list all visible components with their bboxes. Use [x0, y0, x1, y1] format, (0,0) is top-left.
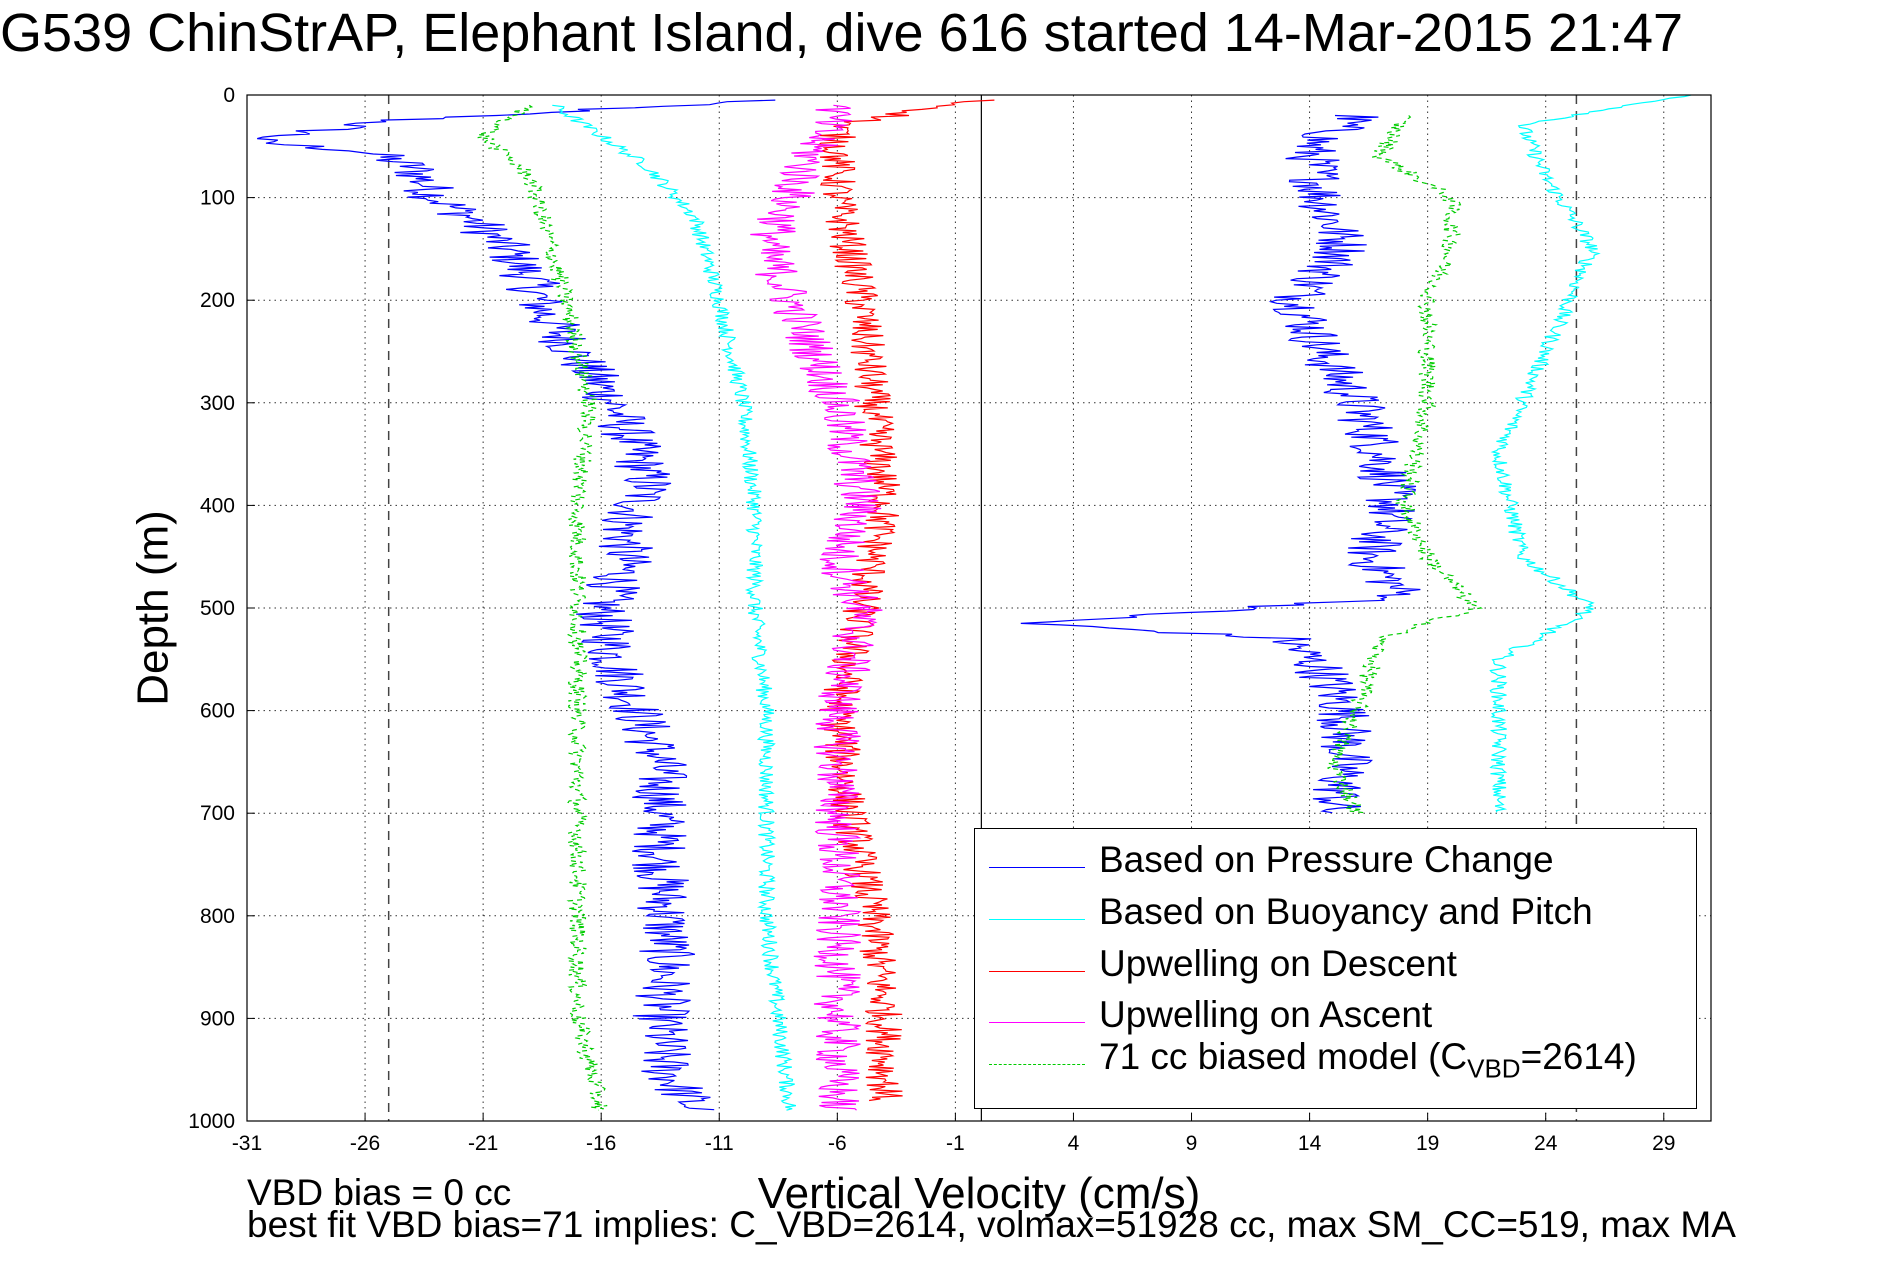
x-tick-label: -1: [946, 1132, 965, 1155]
x-tick-label: -31: [232, 1132, 262, 1155]
series-line-upwelling-descent-descent: [817, 99, 995, 1102]
y-axis-title: Depth (m): [128, 510, 177, 706]
legend-swatch-upwelling-descent: [989, 971, 1085, 972]
series-line-biased-model-descent: [477, 104, 608, 1111]
y-tick-label: 400: [200, 494, 235, 517]
y-tick-label: 900: [200, 1007, 235, 1030]
x-axis-title: Vertical Velocity (cm/s): [758, 1169, 1201, 1218]
tick-labels: -31 -26 -21 -16 -11 -6 -1 4 9 14 19 24 29 0 100 200 300 4…: [188, 84, 1675, 1155]
y-tick-label: 500: [200, 597, 235, 620]
series-lines: [257, 94, 1692, 1111]
legend-label-pressure: Based on Pressure Change: [1099, 839, 1554, 880]
x-tick-label: -26: [350, 1132, 380, 1155]
series-line-buoyancy-descent: [552, 104, 797, 1111]
legend-swatch-pressure: [989, 867, 1085, 868]
legend-item-biased-model: 71 cc biased model (CVBD=2614): [989, 1036, 1689, 1083]
legend-item-upwelling-descent: Upwelling on Descent: [989, 943, 1689, 987]
legend-item-upwelling-ascent: Upwelling on Ascent: [989, 994, 1689, 1038]
y-tick-label: 300: [200, 392, 235, 415]
legend-label-biased-model-tail: =2614): [1520, 1036, 1637, 1077]
legend-label-upwelling-ascent: Upwelling on Ascent: [1099, 994, 1433, 1035]
y-tick-label: 700: [200, 802, 235, 825]
legend-label-buoyancy: Based on Buoyancy and Pitch: [1099, 891, 1593, 932]
y-tick-label: 0: [223, 84, 235, 107]
y-tick-label: 600: [200, 700, 235, 723]
series-line-upwelling-ascent-ascent: [750, 104, 883, 1111]
x-tick-label: -21: [468, 1132, 498, 1155]
legend-item-pressure: Based on Pressure Change: [989, 839, 1689, 883]
x-tick-label: 24: [1534, 1132, 1558, 1155]
y-tick-label: 200: [200, 289, 235, 312]
series-line-pressure-descent: [257, 99, 776, 1111]
series-line-buoyancy-ascent: [1489, 94, 1692, 813]
plot-frame: [246, 94, 1712, 1122]
y-tick-label: 1000: [188, 1110, 235, 1133]
series-line-biased-model-ascent: [1327, 115, 1483, 814]
legend-label-upwelling-descent: Upwelling on Descent: [1099, 943, 1457, 984]
x-tick-label: 14: [1298, 1132, 1322, 1155]
legend-label-biased-model-main: 71 cc biased model (C: [1099, 1036, 1468, 1077]
x-tick-label: 4: [1068, 1132, 1080, 1155]
legend-swatch-upwelling-ascent: [989, 1022, 1085, 1023]
x-tick-label: -16: [586, 1132, 616, 1155]
legend-swatch-biased-model: [989, 1064, 1085, 1065]
series-line-pressure-ascent: [1020, 114, 1421, 814]
x-tick-label: -11: [705, 1132, 734, 1155]
legend-swatch-buoyancy: [989, 919, 1085, 920]
legend-label-biased-model-sub: VBD: [1467, 1053, 1521, 1084]
footer-vbd-bias: VBD bias = 0 cc: [247, 1172, 512, 1213]
legend-label-biased-model: 71 cc biased model (CVBD=2614): [1099, 1036, 1637, 1084]
x-tick-label: -6: [828, 1132, 847, 1155]
x-tick-label: 29: [1652, 1132, 1675, 1155]
legend: Based on Pressure Change Based on Buoyan…: [974, 828, 1697, 1109]
footer-best-fit: best fit VBD bias=71 implies: C_VBD=2614…: [247, 1204, 1736, 1245]
y-tick-label: 100: [200, 187, 235, 210]
legend-item-buoyancy: Based on Buoyancy and Pitch: [989, 891, 1689, 935]
chart-title: G539 ChinStrAP, Elephant Island, dive 61…: [0, 3, 1684, 63]
x-tick-label: 19: [1416, 1132, 1439, 1155]
y-tick-label: 800: [200, 905, 235, 928]
x-tick-label: 9: [1186, 1132, 1198, 1155]
